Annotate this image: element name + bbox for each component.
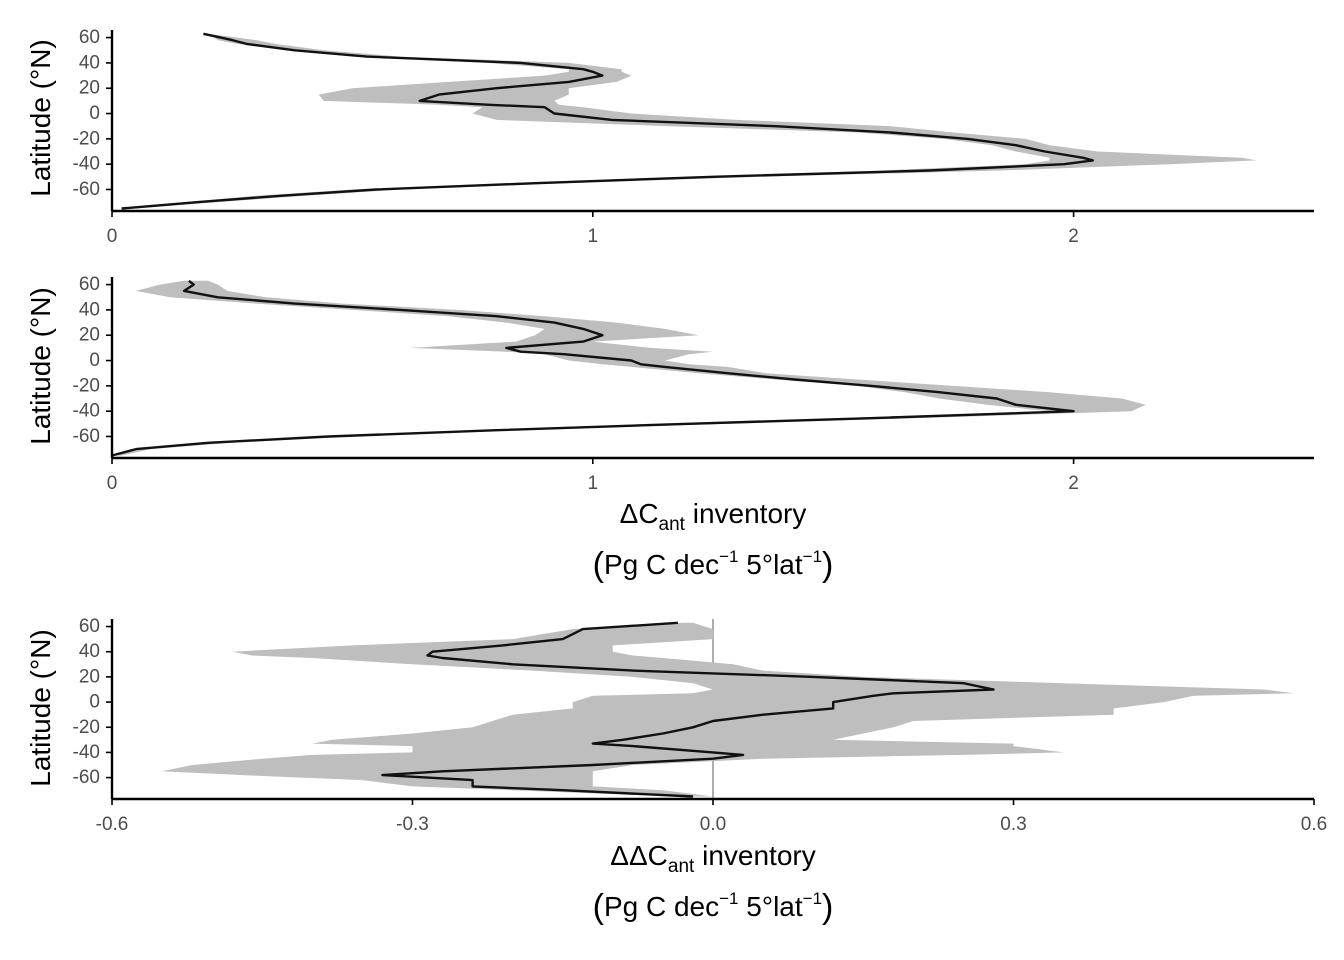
x-tick: 0 (107, 211, 118, 247)
svg-text:0.0: 0.0 (700, 814, 726, 835)
y-ticks: 60 40 20 0 -20 -40 -60 (73, 27, 112, 200)
svg-text:60: 60 (79, 27, 100, 48)
svg-text:0: 0 (89, 692, 100, 713)
svg-text:-20: -20 (73, 375, 100, 396)
svg-text:-20: -20 (73, 128, 100, 149)
x-tick: 0.0 (700, 799, 726, 835)
y-tick: 60 (79, 27, 112, 48)
svg-text:1: 1 (588, 473, 599, 494)
x-tick: 1 (588, 458, 599, 494)
y-tick: 40 (79, 52, 112, 73)
svg-text:-40: -40 (73, 742, 100, 763)
x-ticks: 0 1 2 (107, 458, 1079, 494)
plot-area (111, 279, 1146, 457)
y-tick: 60 (79, 616, 112, 637)
y-axis-title: Latitude (°N) (25, 287, 56, 445)
svg-text:2: 2 (1068, 473, 1079, 494)
y-tick: -20 (73, 375, 112, 396)
confidence-band (121, 33, 1257, 209)
svg-text:2: 2 (1068, 226, 1079, 247)
y-tick: 0 (89, 692, 112, 713)
svg-text:0.3: 0.3 (1000, 814, 1026, 835)
y-tick: 20 (79, 325, 112, 346)
svg-text:0: 0 (89, 350, 100, 371)
svg-text:-60: -60 (73, 179, 100, 200)
svg-text:-0.6: -0.6 (96, 814, 129, 835)
svg-text:1: 1 (588, 226, 599, 247)
series-line (381, 621, 995, 798)
x-tick: -0.6 (96, 799, 129, 835)
y-tick: -60 (73, 767, 112, 788)
y-tick: -60 (73, 179, 112, 200)
plot-area (121, 32, 1257, 210)
x-axis-unit: (Pg C dec−1 5°lat−1) (593, 888, 834, 926)
svg-text:20: 20 (79, 325, 100, 346)
svg-text:20: 20 (79, 78, 100, 99)
svg-text:-0.3: -0.3 (396, 814, 429, 835)
svg-text:-40: -40 (73, 401, 100, 422)
x-tick: 2 (1068, 458, 1079, 494)
x-ticks: 0 1 2 (107, 211, 1079, 247)
y-tick: 0 (89, 350, 112, 371)
svg-text:40: 40 (79, 641, 100, 662)
svg-text:-60: -60 (73, 426, 100, 447)
y-tick: 40 (79, 299, 112, 320)
svg-text:0: 0 (107, 473, 118, 494)
y-tick: -20 (73, 717, 112, 738)
y-tick: 60 (79, 274, 112, 295)
svg-text:60: 60 (79, 274, 100, 295)
confidence-band (162, 622, 1295, 797)
y-tick: 0 (89, 103, 112, 124)
x-tick: 2 (1068, 211, 1079, 247)
y-ticks: 60 40 20 0 -20 -40 -60 (73, 274, 112, 447)
svg-text:-20: -20 (73, 717, 100, 738)
plot-area (162, 619, 1295, 799)
svg-text:40: 40 (79, 299, 100, 320)
x-axis-unit: (Pg C dec−1 5°lat−1) (593, 546, 834, 584)
x-tick: -0.3 (396, 799, 429, 835)
y-tick: -20 (73, 128, 112, 149)
x-ticks: -0.6 -0.3 0.0 0.3 0.6 (96, 799, 1327, 835)
svg-text:-40: -40 (73, 154, 100, 175)
x-axis-title: ΔCant inventory (620, 498, 807, 535)
svg-text:0.6: 0.6 (1301, 814, 1327, 835)
x-tick: 0.3 (1000, 799, 1027, 835)
x-axis-title: ΔΔCant inventory (610, 840, 815, 877)
y-ticks: 60 40 20 0 -20 -40 -60 (73, 616, 112, 788)
y-axis-title: Latitude (°N) (25, 629, 56, 787)
y-tick: 20 (79, 666, 112, 687)
confidence-band (112, 280, 1146, 456)
y-tick: -40 (73, 742, 112, 763)
panel-top: 60 40 20 0 -20 -40 -60 0 1 2 Latitude (°… (25, 27, 1314, 247)
y-tick: 40 (79, 641, 112, 662)
y-tick: -40 (73, 401, 112, 422)
y-tick: -40 (73, 154, 112, 175)
y-tick: 20 (79, 78, 112, 99)
svg-text:40: 40 (79, 52, 100, 73)
svg-text:20: 20 (79, 666, 100, 687)
x-tick: 1 (588, 211, 599, 247)
svg-text:60: 60 (79, 616, 100, 637)
svg-text:0: 0 (89, 103, 100, 124)
series-line (121, 32, 1095, 210)
y-axis-title: Latitude (°N) (25, 39, 56, 197)
svg-text:-60: -60 (73, 767, 100, 788)
panel-middle: 60 40 20 0 -20 -40 -60 0 1 2 Latitude (°… (25, 274, 1314, 584)
x-tick: 0 (107, 458, 118, 494)
x-tick: 0.6 (1301, 799, 1327, 835)
panel-bottom: 60 40 20 0 -20 -40 -60 -0.6 -0.3 0.0 0.3… (25, 616, 1327, 926)
y-tick: -60 (73, 426, 112, 447)
series-line (111, 279, 1075, 457)
svg-text:0: 0 (107, 226, 118, 247)
